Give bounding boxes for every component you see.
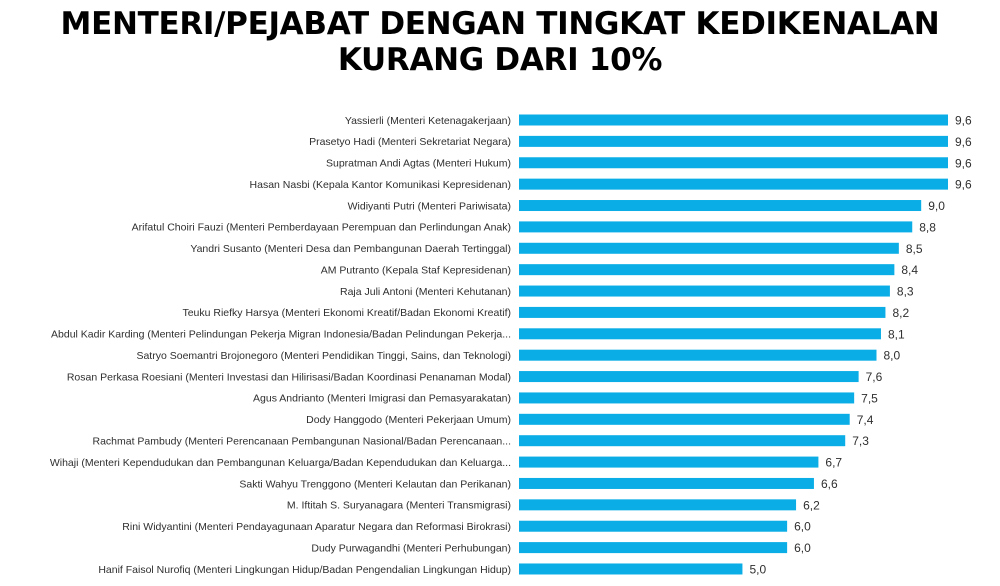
value-label: 9,0 — [928, 199, 945, 213]
bar — [519, 542, 788, 554]
bar — [519, 306, 886, 318]
category-label: Yassierli (Menteri Ketenagakerjaan) — [345, 115, 511, 127]
bar — [519, 242, 899, 254]
category-label: Agus Andrianto (Menteri Imigrasi dan Pem… — [253, 393, 511, 405]
category-label: Hasan Nasbi (Kepala Kantor Komunikasi Ke… — [250, 179, 511, 191]
bar — [519, 200, 922, 212]
bar — [519, 520, 788, 532]
value-label: 8,4 — [901, 263, 918, 277]
bar — [519, 328, 881, 340]
chart-title-line-1: MENTERI/PEJABAT DENGAN TINGKAT KEDIKENAL… — [60, 6, 940, 42]
bar — [519, 413, 850, 425]
chart-title: MENTERI/PEJABAT DENGAN TINGKAT KEDIKENAL… — [0, 6, 1000, 78]
value-label: 5,0 — [749, 562, 766, 576]
value-label: 8,5 — [906, 242, 923, 256]
bar — [519, 435, 846, 447]
bar — [519, 135, 948, 147]
category-label: Supratman Andi Agtas (Menteri Hukum) — [326, 158, 511, 170]
bar — [519, 477, 814, 489]
category-label: Yandri Susanto (Menteri Desa dan Pembang… — [190, 243, 511, 255]
value-label: 6,2 — [803, 498, 820, 512]
value-label: 9,6 — [955, 178, 972, 192]
category-label: Raja Juli Antoni (Menteri Kehutanan) — [340, 286, 511, 298]
bar — [519, 157, 948, 169]
bar — [519, 221, 913, 233]
value-label: 9,6 — [955, 135, 972, 149]
bar — [519, 178, 948, 190]
bar — [519, 371, 859, 383]
bar — [519, 114, 948, 126]
value-label: 8,1 — [888, 327, 905, 341]
bar — [519, 499, 797, 511]
value-label: 8,0 — [884, 349, 901, 363]
value-label: 6,6 — [821, 477, 838, 491]
value-label: 8,8 — [919, 220, 936, 234]
category-label: M. Iftitah S. Suryanagara (Menteri Trans… — [287, 500, 511, 512]
category-label: Hanif Faisol Nurofiq (Menteri Lingkungan… — [98, 564, 511, 576]
category-label: Arifatul Choiri Fauzi (Menteri Pemberday… — [132, 222, 511, 234]
category-label: Sakti Wahyu Trenggono (Menteri Kelautan … — [239, 478, 511, 490]
category-label: Widiyanti Putri (Menteri Pariwisata) — [348, 200, 511, 212]
value-label: 7,5 — [861, 391, 878, 405]
category-label: Rosan Perkasa Roesiani (Menteri Investas… — [67, 371, 511, 383]
value-label: 8,3 — [897, 285, 914, 299]
category-label: Dody Hanggodo (Menteri Pekerjaan Umum) — [306, 414, 511, 426]
value-label: 8,2 — [892, 306, 909, 320]
category-label: Dudy Purwagandhi (Menteri Perhubungan) — [311, 542, 511, 554]
value-label: 7,3 — [852, 434, 869, 448]
category-label: Teuku Riefky Harsya (Menteri Ekonomi Kre… — [182, 307, 511, 319]
category-label: AM Putranto (Kepala Staf Kepresidenan) — [321, 264, 511, 276]
value-label: 7,6 — [866, 370, 883, 384]
value-label: 9,6 — [955, 156, 972, 170]
value-label: 6,7 — [825, 456, 842, 470]
category-label: Rachmat Pambudy (Menteri Perencanaan Pem… — [92, 436, 511, 448]
value-label: 6,0 — [794, 520, 811, 534]
category-label: Satryo Soemantri Brojonegoro (Menteri Pe… — [136, 350, 511, 362]
chart-title-line-2: KURANG DARI 10% — [337, 42, 663, 78]
bar — [519, 563, 743, 575]
value-label: 9,6 — [955, 114, 972, 128]
value-label: 6,0 — [794, 541, 811, 555]
category-label: Abdul Kadir Karding (Menteri Pelindungan… — [51, 329, 511, 341]
category-label: Rini Widyantini (Menteri Pendayagunaan A… — [122, 521, 511, 533]
bar — [519, 456, 819, 468]
bar — [519, 285, 890, 297]
category-label: Prasetyo Hadi (Menteri Sekretariat Negar… — [309, 136, 511, 148]
bar — [519, 392, 855, 404]
bar — [519, 264, 895, 276]
category-label: Wihaji (Menteri Kependudukan dan Pembang… — [50, 457, 511, 469]
bar — [519, 349, 877, 361]
value-label: 7,4 — [857, 413, 874, 427]
